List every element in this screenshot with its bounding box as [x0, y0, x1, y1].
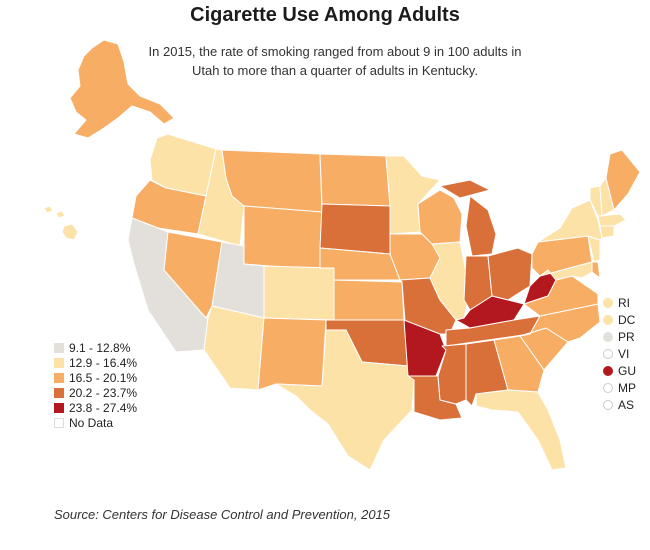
territory-item-RI: RI: [603, 294, 636, 311]
state-MI: [439, 179, 497, 257]
legend-item: 20.2 - 23.7%: [54, 385, 137, 400]
territory-item-DC: DC: [603, 311, 636, 328]
state-DE: [591, 261, 601, 279]
state-OH: [487, 247, 533, 301]
legend-item: 9.1 - 12.8%: [54, 340, 137, 355]
state-ND: [319, 153, 391, 207]
legend-label: 16.5 - 20.1%: [69, 370, 138, 385]
legend-item: No Data: [54, 415, 137, 430]
territory-dot: [603, 365, 613, 376]
state-WY: [243, 205, 323, 271]
legend-item: 23.8 - 27.4%: [54, 400, 137, 415]
state-AK: [69, 39, 175, 139]
state-WI: [417, 189, 463, 245]
territory-dot: [603, 314, 613, 325]
legend-item: 16.5 - 20.1%: [54, 370, 137, 385]
territory-label: AS: [618, 397, 635, 412]
map-title: Cigarette Use Among Adults: [190, 4, 460, 26]
legend-swatch: [54, 402, 64, 413]
state-SD: [319, 203, 391, 255]
state-NM: [257, 317, 327, 391]
state-OR: [131, 179, 207, 235]
state-NV: [163, 231, 223, 319]
legend-label: 20.2 - 23.7%: [69, 385, 138, 400]
legend-swatch: [54, 342, 64, 353]
legend-swatch: [54, 357, 64, 368]
map-subtitle: In 2015, the rate of smoking ranged from…: [148, 44, 522, 78]
legend-item: 12.9 - 16.4%: [54, 355, 137, 370]
source-note: Source: Centers for Disease Control and …: [54, 507, 391, 522]
state-AR: [403, 319, 447, 377]
territory-dot: [603, 399, 613, 410]
territory-item-MP: MP: [603, 379, 636, 396]
territory-item-AS: AS: [603, 396, 636, 413]
territory-label: MP: [618, 380, 636, 395]
legend-label: 9.1 - 12.8%: [69, 340, 131, 355]
state-VA: [523, 275, 599, 317]
territory-dot: [603, 382, 613, 393]
legend-label: No Data: [69, 415, 114, 430]
territory-label: PR: [618, 329, 635, 344]
state-KS: [333, 279, 405, 321]
state-AZ: [203, 305, 265, 391]
territory-item-GU: GU: [603, 362, 636, 379]
territory-dot: [603, 297, 613, 308]
legend-label: 23.8 - 27.4%: [69, 400, 138, 415]
state-NY: [537, 199, 603, 243]
territory-item-VI: VI: [603, 345, 636, 362]
territory-label: DC: [618, 312, 636, 327]
legend-swatch: [54, 372, 64, 383]
territory-legend: RI DC PR VI GU MP AS: [603, 294, 636, 413]
state-FL: [475, 389, 567, 471]
state-MA: [597, 213, 627, 227]
territory-label: RI: [618, 295, 630, 310]
state-ME: [605, 149, 641, 211]
state-HI: [43, 205, 79, 241]
territory-label: GU: [618, 363, 636, 378]
territory-dot: [603, 348, 613, 359]
territory-dot: [603, 331, 613, 342]
state-VT: [589, 185, 603, 217]
state-CT: [599, 225, 615, 239]
legend-label: 12.9 - 16.4%: [69, 355, 138, 370]
legend-swatch: [54, 387, 64, 398]
territory-item-PR: PR: [603, 328, 636, 345]
territory-label: VI: [618, 346, 630, 361]
state-CO: [263, 265, 335, 321]
legend-swatch: [54, 417, 64, 428]
legend: 9.1 - 12.8% 12.9 - 16.4% 16.5 - 20.1% 20…: [54, 340, 137, 430]
state-TX: [275, 329, 415, 471]
state-GA: [493, 335, 545, 393]
